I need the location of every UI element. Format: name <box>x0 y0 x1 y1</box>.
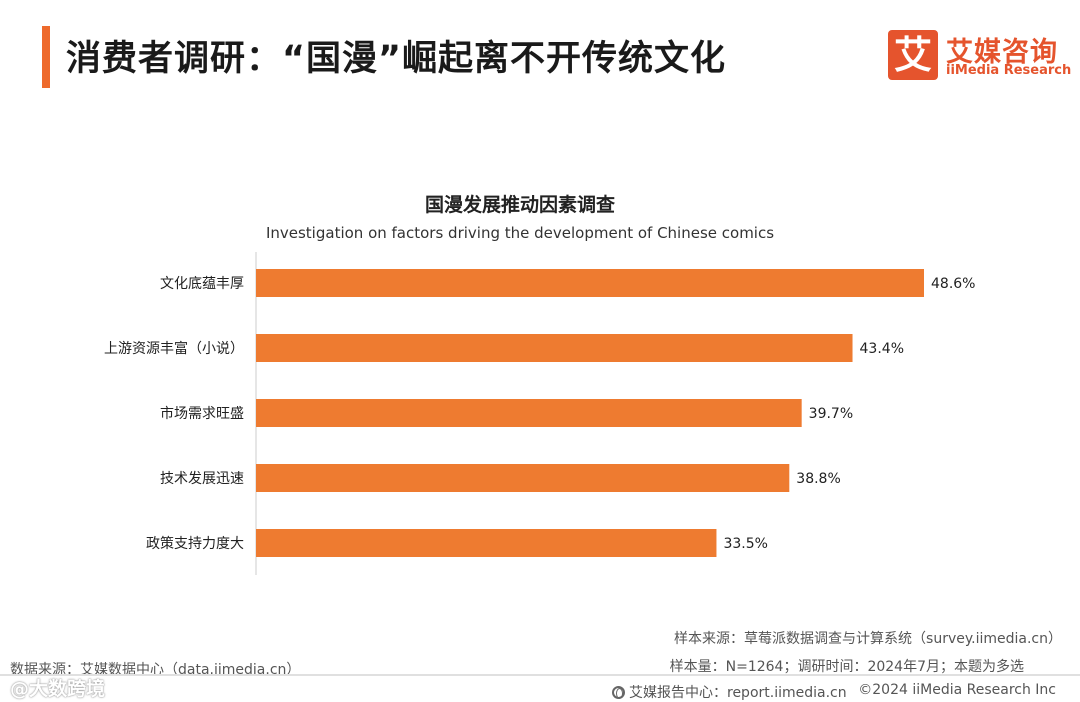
category-label: 上游资源丰富（小说） <box>104 340 244 357</box>
logo-english-name: iiMedia Research <box>946 63 1072 78</box>
logo-mark: 艾 <box>888 30 938 80</box>
value-label: 33.5% <box>723 536 767 552</box>
category-label: 政策支持力度大 <box>146 535 244 552</box>
value-label: 38.8% <box>796 471 840 487</box>
watermark: @大数跨境 <box>10 678 106 700</box>
bar <box>256 529 717 557</box>
title-accent-bar <box>42 26 50 88</box>
category-label: 市场需求旺盛 <box>160 405 244 422</box>
bar <box>256 334 853 362</box>
report-center-text: 艾媒报告中心：report.iimedia.cn <box>629 685 847 701</box>
bar <box>256 269 924 297</box>
footer-divider <box>0 674 1080 676</box>
copyright-text: ©2024 iiMedia Research Inc <box>858 682 1056 698</box>
sample-source-note: 样本来源：草莓派数据调查与计算系统（survey.iimedia.cn） <box>674 631 1062 647</box>
value-label: 39.7% <box>809 406 853 422</box>
report-center-link[interactable]: 艾媒报告中心：report.iimedia.cn <box>612 682 847 702</box>
bar <box>256 464 790 492</box>
globe-icon <box>612 686 625 699</box>
iimedia-logo[interactable]: 艾 艾媒咨询 iiMedia Research <box>888 30 1072 82</box>
value-label: 43.4% <box>860 341 904 357</box>
sample-size-note: 样本量：N=1264；调研时间：2024年7月；本题为多选 <box>669 659 1024 675</box>
logo-chinese-name: 艾媒咨询 <box>946 37 1058 68</box>
bar <box>256 399 802 427</box>
bar-chart: 文化底蕴丰厚 48.6% 上游资源丰富（小说） 43.4% 市场需求旺盛 39.7% 技术发… <box>104 252 975 575</box>
chart-title: 国漫发展推动因素调查 <box>424 194 615 216</box>
category-label: 文化底蕴丰厚 <box>160 276 244 292</box>
category-label: 技术发展迅速 <box>160 471 244 487</box>
chart-subtitle: Investigation on factors driving the dev… <box>265 224 775 242</box>
value-label: 48.6% <box>931 276 975 292</box>
page-title: 消费者调研：“国漫”崛起离不开传统文化 <box>66 39 727 79</box>
